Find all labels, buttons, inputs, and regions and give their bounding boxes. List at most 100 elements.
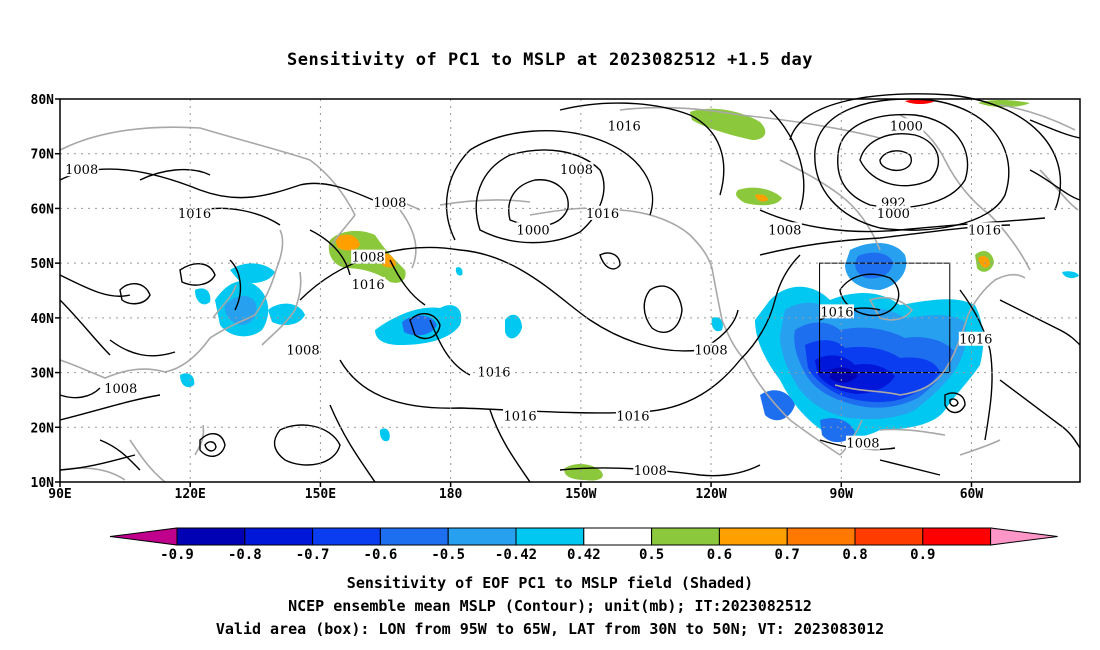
- colorbar-high-end: [990, 527, 1058, 546]
- colorbar-label: -0.8: [228, 547, 262, 563]
- shading-region: [905, 99, 935, 104]
- colorbar-segment: [718, 527, 788, 546]
- colorbar-segment: [312, 527, 381, 546]
- map-axes: 90E 120E 150E 180 150W 120W 90W 60W 80N 70N 60N 50N…: [31, 93, 984, 502]
- colorbar-label: 0.5: [639, 547, 664, 563]
- contour-label-bg: [633, 463, 668, 478]
- lat-label: 20N: [31, 421, 55, 436]
- contour-label-bg: [177, 205, 212, 220]
- contour-label-bg: [559, 162, 594, 177]
- colorbar-label: 0.8: [842, 547, 867, 563]
- contour-label: 1016: [820, 305, 853, 320]
- shading-region: [711, 317, 723, 332]
- contour-label-bg: [372, 194, 407, 209]
- contour-label: 1008: [352, 251, 385, 266]
- lon-label: 150E: [305, 487, 336, 502]
- shading-region: [455, 267, 463, 276]
- contour-label: 1016: [504, 409, 537, 424]
- contour-label-bg: [889, 118, 924, 133]
- lon-label: 120W: [695, 487, 726, 502]
- contour-label: 1008: [634, 464, 667, 479]
- contour-label: 1016: [959, 333, 992, 348]
- colorbar-segment: [515, 527, 585, 546]
- contour-label: 1016: [616, 409, 649, 424]
- gridlines: [60, 99, 1080, 482]
- contour-label-bg: [286, 342, 321, 357]
- colorbar-segment: [854, 527, 924, 546]
- shading-region: [760, 390, 795, 421]
- contour-label-bg: [351, 249, 386, 264]
- sensitivity-shading: [73, 99, 1079, 481]
- colorbar-segment: [583, 527, 653, 546]
- colorbar-label: 0.42: [567, 547, 601, 563]
- contour-label-bg: [516, 222, 551, 237]
- contour-label: 1000: [890, 119, 923, 134]
- footer-line-1: Sensitivity of EOF PC1 to MSLP field (Sh…: [346, 574, 754, 592]
- contour-label: 1008: [560, 163, 593, 178]
- shading-region: [855, 252, 893, 279]
- contour-label: 1008: [65, 163, 98, 178]
- colorbar: -0.9 -0.8 -0.7 -0.6 -0.5 -0.42 0.42 0.5 0.6 0.7 0.…: [109, 527, 1058, 563]
- shading-region: [195, 288, 211, 305]
- contour-label: 1016: [968, 223, 1001, 238]
- lat-label: 60N: [31, 202, 55, 217]
- shading-region: [180, 373, 195, 388]
- contour-label: 1016: [586, 207, 619, 222]
- colorbar-segment: [244, 527, 314, 546]
- contour-label-bg: [607, 118, 642, 133]
- contour-label-bg: [845, 435, 880, 450]
- colorbar-segment: [176, 527, 246, 546]
- contour-label: 1016: [178, 207, 211, 222]
- shading-region: [335, 234, 360, 251]
- lat-label: 30N: [31, 367, 55, 382]
- colorbar-segment: [651, 527, 720, 546]
- contour-label-bg: [876, 205, 911, 220]
- contour-label: 1016: [352, 278, 385, 293]
- colorbar-label: -0.9: [160, 547, 194, 563]
- chart-title: Sensitivity of PC1 to MSLP at 2023082512…: [286, 50, 813, 70]
- contour-label-bg: [876, 194, 911, 209]
- colorbar-label: -0.5: [431, 547, 465, 563]
- colorbar-label: 0.7: [775, 547, 800, 563]
- colorbar-segment: [786, 527, 856, 546]
- lat-label: 40N: [31, 312, 55, 327]
- contour-label-bg: [477, 364, 512, 379]
- contour-label-bg: [958, 331, 993, 346]
- colorbar-segment: [447, 527, 517, 546]
- contour-label-bg: [64, 162, 99, 177]
- colorbar-label: -0.7: [296, 547, 330, 563]
- contour-label: 1000: [517, 223, 550, 238]
- colorbar-label: 0.9: [910, 547, 935, 563]
- shading-region: [564, 464, 603, 481]
- contour-label-bg: [351, 277, 386, 292]
- lat-label: 70N: [31, 148, 55, 163]
- footer-line-2: NCEP ensemble mean MSLP (Contour); unit(…: [288, 597, 812, 615]
- shading-region: [1062, 271, 1079, 279]
- contour-label-bg: [694, 342, 729, 357]
- contour-label-bg: [967, 222, 1002, 237]
- contour-label: 1008: [104, 382, 137, 397]
- lat-label: 50N: [31, 257, 55, 272]
- contour-label: 1008: [287, 344, 320, 359]
- shading-region: [978, 100, 1030, 108]
- mslp-contours: [59, 93, 1081, 483]
- shading-region: [230, 263, 275, 284]
- map-frame: [59, 98, 1081, 483]
- shading-region: [755, 194, 768, 202]
- colorbar-label: -0.6: [364, 547, 398, 563]
- contour-label-bg: [819, 304, 854, 319]
- contour-label-bg: [103, 380, 138, 395]
- shading-region: [690, 108, 766, 140]
- lon-label: 90W: [830, 487, 854, 502]
- footer-line-3: Valid area (box): LON from 95W to 65W, L…: [215, 620, 885, 638]
- lon-label: 180: [439, 487, 463, 502]
- colorbar-segment: [922, 527, 992, 546]
- colorbar-low-end: [109, 527, 178, 546]
- lat-label: 10N: [31, 476, 55, 491]
- coastlines: [59, 104, 1079, 483]
- shading-region: [505, 314, 522, 339]
- lon-label: 60W: [960, 487, 984, 502]
- contour-label-bg: [503, 408, 538, 423]
- contour-label: 1000: [877, 207, 910, 222]
